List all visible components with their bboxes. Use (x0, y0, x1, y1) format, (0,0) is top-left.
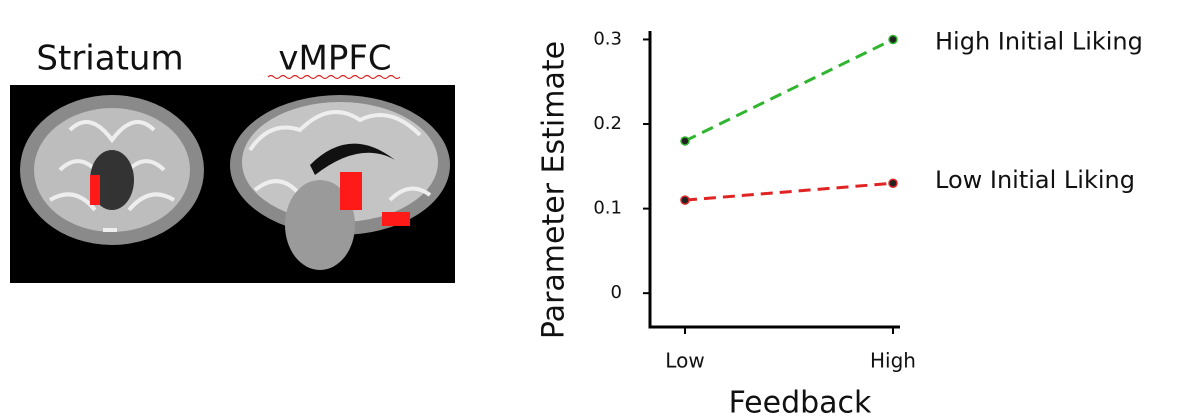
series-line (685, 39, 893, 140)
y-tick-label: 0.2 (593, 113, 622, 134)
data-point (681, 196, 689, 204)
data-point (889, 179, 897, 187)
brain-label: vMPFC (278, 39, 391, 79)
slide: Striatum vMPFC Feedback Parameter Estima… (0, 0, 1185, 419)
x-tick-label: Low (665, 349, 704, 373)
series-label: High Initial Liking (935, 27, 1143, 55)
x-axis-label: Feedback (729, 386, 872, 419)
y-tick-label: 0.3 (593, 28, 622, 49)
series-line (685, 183, 893, 200)
data-point (889, 35, 897, 43)
brain-label: Striatum (36, 39, 183, 79)
y-tick-label: 0 (611, 282, 622, 303)
y-tick-label: 0.1 (593, 198, 622, 219)
data-point (681, 137, 689, 145)
y-axis-label: Parameter Estimate (537, 41, 572, 339)
x-tick-label: High (870, 349, 916, 373)
brain-images (10, 85, 455, 283)
series-label: Low Initial Liking (935, 166, 1135, 194)
